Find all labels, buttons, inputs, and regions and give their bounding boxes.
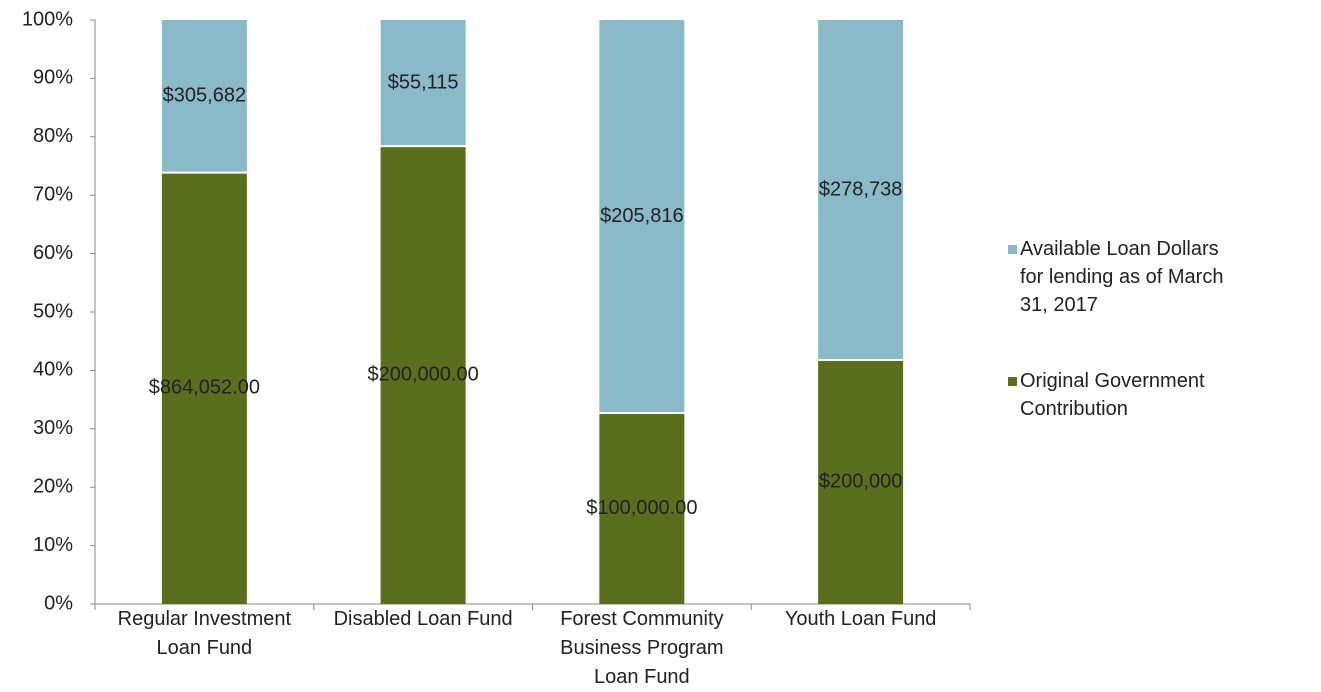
y-tick-label: 60% (33, 242, 73, 264)
bar-segment (380, 146, 466, 605)
data-label: $100,000.00 (586, 497, 697, 519)
bar-segment (599, 413, 685, 604)
x-tick-label: Youth Loan Fund (785, 608, 937, 630)
legend-swatch (1008, 377, 1017, 386)
y-tick-label: 100% (22, 8, 73, 30)
legend-label: Available Loan Dollars for lending as of … (1020, 238, 1223, 316)
y-tick-label: 30% (33, 417, 73, 439)
bar-segment (380, 20, 466, 147)
bar-segment (599, 20, 685, 414)
data-label: $205,816 (600, 205, 683, 227)
x-tick-label: Forest Community Business Program Loan Fun… (560, 608, 723, 688)
bar-segment (818, 360, 904, 604)
y-tick-label: 10% (33, 534, 73, 556)
y-tick-label: 50% (33, 300, 73, 322)
legend-label: Original Government Contribution (1020, 370, 1205, 420)
bar-segment (818, 20, 904, 361)
x-tick-label: Disabled Loan Fund (334, 608, 513, 630)
bar-segment (161, 172, 247, 604)
data-label: $278,738 (819, 178, 902, 200)
y-tick-label: 0% (44, 592, 73, 614)
data-label: $200,000 (819, 470, 902, 492)
data-label: $864,052.00 (149, 377, 260, 399)
x-tick-label: Regular Investment Loan Fund (118, 608, 292, 659)
legend-swatch (1008, 245, 1017, 254)
y-tick-label: 70% (33, 183, 73, 205)
data-label: $200,000.00 (368, 363, 479, 385)
y-tick-label: 20% (33, 475, 73, 497)
data-label: $305,682 (163, 85, 246, 107)
y-tick-label: 80% (33, 125, 73, 147)
bar-segment (161, 20, 247, 173)
y-tick-label: 90% (33, 67, 73, 89)
data-label: $55,115 (388, 71, 459, 93)
y-tick-label: 40% (33, 359, 73, 381)
